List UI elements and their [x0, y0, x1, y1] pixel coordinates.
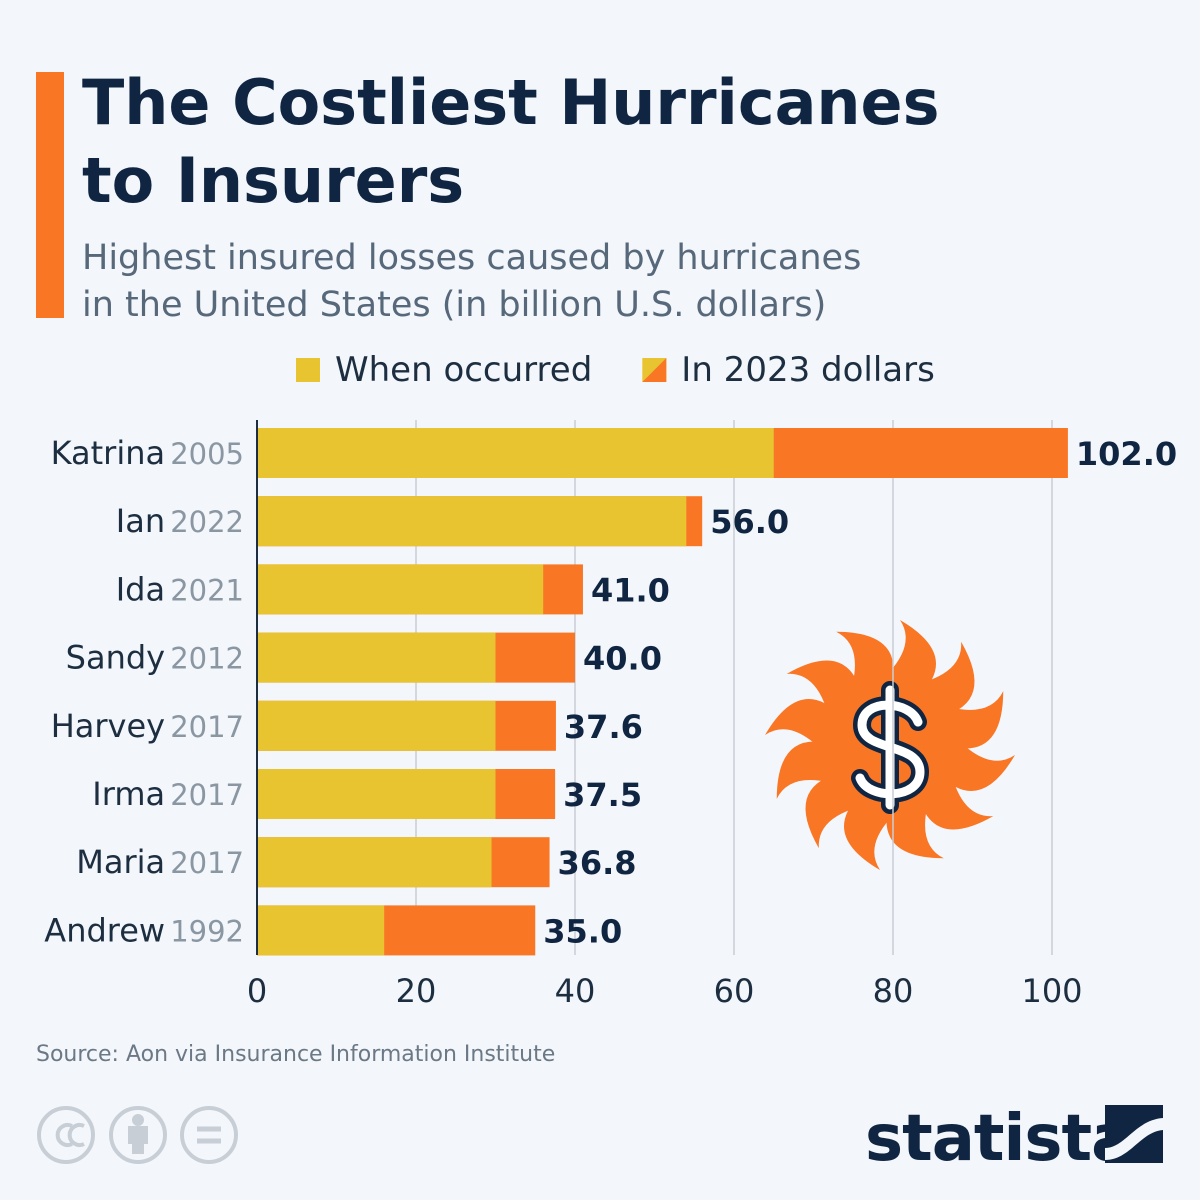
value-label: 56.0	[710, 503, 789, 541]
category-year: 1992	[170, 914, 244, 948]
category-name: Andrew	[44, 911, 165, 949]
x-tick-label: 100	[1021, 972, 1082, 1010]
category-name: Ida	[116, 570, 165, 608]
value-label: 37.5	[563, 776, 642, 814]
bar	[257, 564, 544, 615]
value-label: 37.6	[564, 708, 643, 746]
subtitle: in the United States (in billion U.S. do…	[82, 285, 826, 325]
chart-title: The Costliest Hurricanes	[82, 66, 940, 139]
category-year: 2005	[170, 437, 244, 471]
category-name: Maria	[76, 843, 165, 881]
brand-icon	[1105, 1105, 1163, 1163]
value-label: 40.0	[583, 640, 662, 678]
y-tick-label: Maria 2017	[76, 843, 244, 881]
y-tick-label: Sandy 2012	[66, 639, 244, 677]
bar	[257, 905, 385, 956]
category-year: 2022	[170, 505, 244, 539]
x-tick-label: 80	[873, 972, 914, 1010]
hurricane-icon	[765, 620, 1015, 870]
bar	[257, 496, 687, 547]
y-tick-label: Ida 2021	[116, 570, 244, 608]
chart-title: to Insurers	[82, 144, 464, 217]
bar	[257, 428, 774, 478]
category-name: Ian	[116, 502, 165, 540]
category-year: 2017	[170, 846, 244, 880]
bar	[257, 700, 496, 751]
category-name: Katrina	[51, 434, 166, 472]
category-year: 2017	[170, 710, 244, 744]
hurricane-blade	[940, 725, 1015, 791]
hurricane-blade	[765, 699, 840, 765]
category-year: 2021	[170, 573, 244, 607]
brand: statista	[865, 1102, 1133, 1176]
y-tick-label: Ian 2022	[116, 502, 244, 540]
subtitle: Highest insured losses caused by hurrica…	[82, 238, 861, 278]
license-icons	[37, 1106, 238, 1164]
value-label: 35.0	[543, 912, 622, 950]
category-name: Irma	[92, 775, 165, 813]
y-tick-label: Andrew 1992	[44, 911, 244, 949]
bar	[257, 769, 496, 819]
x-tick-label: 60	[714, 972, 755, 1010]
category-year: 2017	[170, 778, 244, 812]
x-tick-label: 20	[396, 972, 437, 1010]
category-name: Sandy	[66, 639, 165, 677]
y-tick-label: Katrina 2005	[51, 434, 244, 472]
value-label: 102.0	[1076, 435, 1177, 473]
y-tick-label: Harvey 2017	[51, 707, 244, 745]
bar	[257, 837, 492, 888]
title-accent	[36, 72, 64, 318]
x-tick-label: 0	[247, 972, 267, 1010]
dollar-fill	[855, 685, 925, 810]
source: Source: Aon via Insurance Information In…	[36, 1042, 555, 1067]
value-label: 41.0	[591, 571, 670, 609]
legend-label: In 2023 dollars	[681, 350, 935, 390]
category-year: 2012	[170, 642, 244, 676]
category-name: Harvey	[51, 707, 165, 745]
x-tick-label: 40	[555, 972, 596, 1010]
bar	[257, 632, 496, 683]
legend-label: When occurred	[335, 350, 592, 390]
legend-swatch	[642, 358, 667, 382]
y-tick-label: Irma 2017	[92, 775, 244, 813]
legend-swatch	[296, 358, 320, 382]
value-label: 36.8	[558, 844, 637, 882]
